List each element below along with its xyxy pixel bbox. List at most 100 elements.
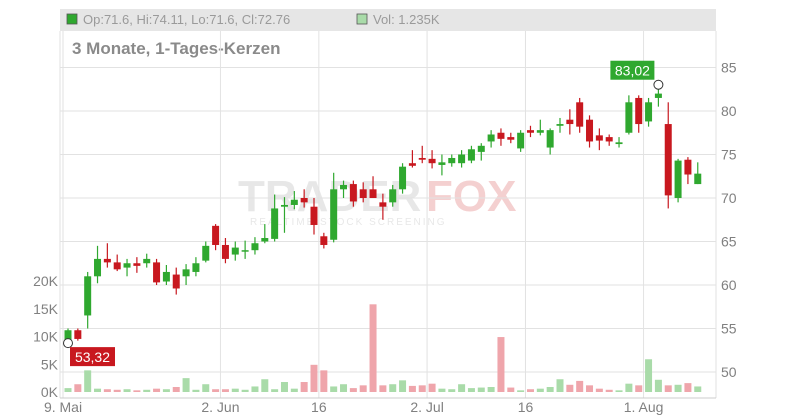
- candle-body: [340, 184, 348, 190]
- volume-bar: [536, 388, 544, 392]
- candle-body: [241, 250, 249, 252]
- candle-body: [379, 202, 387, 207]
- candle-body: [526, 130, 534, 133]
- volume-readout: Vol: 1.235K: [373, 12, 440, 27]
- volume-bar: [182, 378, 190, 392]
- volume-bar: [487, 387, 495, 392]
- volume-tick-label: 20K: [33, 273, 59, 289]
- volume-bar: [546, 387, 554, 392]
- candle-body: [330, 189, 338, 240]
- candle-body: [64, 330, 72, 343]
- volume-bar: [595, 388, 603, 392]
- max-marker-badge: [610, 60, 655, 80]
- volume-bar: [74, 384, 82, 392]
- volume-bar: [192, 389, 200, 392]
- candle-body: [546, 130, 554, 148]
- volume-bar: [625, 383, 633, 392]
- date-tick-label: 2. Jul: [410, 399, 443, 415]
- volume-bar: [330, 386, 338, 392]
- volume-bar: [379, 385, 387, 392]
- candle-body: [74, 330, 82, 339]
- volume-tick-label: 15K: [33, 301, 59, 317]
- volume-bar: [389, 384, 397, 392]
- ohlc-legend-swatch: [66, 13, 78, 25]
- min-marker-dot: [63, 338, 73, 349]
- volume-bar: [507, 387, 515, 392]
- candle-body: [320, 236, 328, 245]
- volume-bar: [271, 389, 279, 392]
- candle-body: [369, 189, 377, 198]
- volume-bar: [399, 380, 407, 392]
- watermark-tagline: REALTIME STOCK SCREENING: [250, 217, 447, 228]
- volume-bar: [369, 304, 377, 392]
- candle-body: [94, 258, 102, 277]
- volume-bar: [251, 386, 259, 392]
- watermark-brand-red: FOX: [426, 172, 516, 221]
- candle-body: [123, 263, 131, 268]
- candle-body: [202, 245, 210, 261]
- candle-body: [162, 271, 170, 282]
- volume-bar: [654, 379, 662, 392]
- candle-body: [517, 132, 525, 149]
- candle-body: [645, 102, 653, 122]
- candle-body: [221, 244, 229, 259]
- candle-body: [664, 124, 672, 196]
- candle-body: [182, 269, 190, 277]
- volume-tick-label: 0K: [41, 384, 59, 400]
- volume-bar: [340, 384, 348, 392]
- candle-body: [477, 145, 485, 152]
- volume-bar: [477, 387, 485, 392]
- volume-bar: [64, 388, 72, 392]
- candle-body: [172, 274, 180, 289]
- candle-body: [143, 258, 151, 264]
- candle-body: [310, 206, 318, 225]
- max-marker-label: 83,02: [615, 63, 650, 79]
- candle-body: [507, 137, 515, 140]
- volume-bar: [684, 383, 692, 392]
- price-tick-label: 85: [721, 60, 737, 76]
- candle-body: [113, 262, 121, 270]
- volume-bar: [103, 389, 111, 392]
- date-tick-label: 9. Mai: [44, 399, 82, 415]
- candle-body: [290, 199, 298, 205]
- volume-bar: [694, 386, 702, 392]
- candle-body: [605, 137, 613, 142]
- price-tick-label: 55: [721, 321, 737, 337]
- grid-lines: [59, 31, 717, 399]
- volume-bar: [408, 385, 416, 392]
- volume-bar: [458, 384, 466, 392]
- candle-body: [84, 276, 92, 316]
- volume-bar: [310, 364, 318, 392]
- price-tick-label: 65: [721, 234, 737, 250]
- candle-body: [556, 124, 564, 126]
- candle-body: [674, 160, 682, 198]
- candle-body: [280, 204, 288, 207]
- volume-bar: [664, 385, 672, 392]
- candle-body: [408, 163, 416, 166]
- volume-bar: [418, 385, 426, 392]
- date-axis: 9. Mai 2. Jun 16 2. Jul 16 1. Aug: [44, 399, 663, 415]
- volume-bar: [133, 390, 141, 392]
- candle-body: [133, 263, 141, 266]
- price-tick-label: 80: [721, 103, 737, 119]
- min-marker-badge: [70, 347, 115, 367]
- candles: [64, 84, 702, 344]
- volume-tick-label: 10K: [33, 329, 59, 345]
- date-tick-label: 2. Jun: [201, 399, 239, 415]
- price-axis: 50 55 60 65 70 75 80 85: [721, 60, 737, 381]
- volume-bar: [586, 385, 594, 392]
- candle-body: [448, 157, 456, 164]
- volume-bar: [576, 380, 584, 392]
- candle-body: [359, 189, 367, 198]
- candle-body: [271, 208, 279, 239]
- volume-bar: [645, 359, 653, 392]
- candle-body: [261, 238, 269, 242]
- volume-bar: [231, 388, 239, 392]
- volume-bar: [605, 389, 613, 392]
- candle-body: [399, 166, 407, 190]
- volume-bar: [467, 388, 475, 392]
- candle-body: [192, 263, 200, 272]
- volume-bar: [202, 384, 210, 392]
- candle-body: [654, 93, 662, 98]
- volume-bar: [221, 389, 229, 392]
